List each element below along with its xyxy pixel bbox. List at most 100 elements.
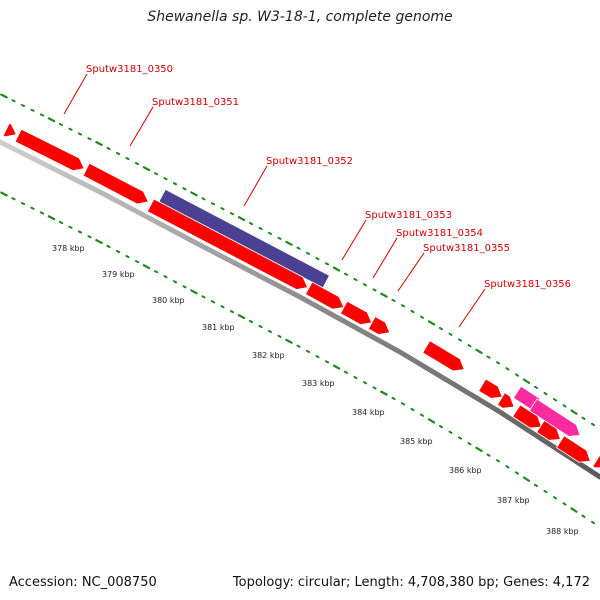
outer-tick	[134, 162, 140, 166]
inner-tick	[467, 442, 472, 446]
inner-tick	[125, 255, 130, 259]
inner-tick	[552, 496, 558, 500]
outer-tick	[457, 338, 463, 342]
genome-title: Shewanella sp. W3-18-1, complete genome	[147, 9, 453, 25]
outer-tick	[305, 251, 311, 255]
inner-tick	[305, 349, 311, 353]
inner-tick	[590, 520, 596, 525]
inner-tick	[495, 459, 501, 463]
outer-tick	[125, 157, 130, 161]
inner-tick	[190, 289, 198, 295]
outer-tick	[562, 404, 567, 408]
inner-tick	[11, 197, 16, 201]
inner-tick	[285, 338, 293, 344]
outer-tick-track	[0, 93, 596, 427]
inner-tick	[296, 344, 301, 348]
outer-tick	[324, 262, 330, 266]
inner-tick	[522, 476, 531, 482]
gene-feature	[82, 162, 149, 205]
gene-feature	[304, 281, 345, 310]
outer-tick	[182, 187, 187, 191]
outer-tick	[570, 409, 578, 415]
outer-tick	[372, 288, 377, 292]
inner-tick	[142, 264, 151, 270]
inner-tick	[410, 407, 415, 412]
outer-tick	[505, 367, 510, 371]
scale-tick-label: 385 kbp	[400, 437, 433, 446]
outer-tick	[267, 231, 273, 235]
outer-tick	[39, 113, 45, 117]
outer-tick	[248, 221, 254, 226]
scale-tick-label: 380 kbp	[152, 296, 185, 305]
inner-tick	[95, 239, 103, 244]
inner-tick	[39, 211, 45, 215]
inner-tick	[134, 260, 140, 264]
outer-tick	[277, 236, 282, 240]
gene-label: Sputw3181_0351	[152, 97, 239, 108]
outer-tick	[87, 137, 92, 141]
inner-tick	[258, 324, 263, 329]
scale-tick-label: 387 kbp	[497, 496, 530, 505]
scale-tick-label: 383 kbp	[302, 379, 335, 388]
inner-tick	[562, 502, 567, 506]
label-leader-line	[63, 73, 88, 115]
inner-tick	[30, 206, 35, 210]
inner-tick	[427, 418, 436, 424]
outer-tick	[590, 422, 596, 427]
scale-tick-label: 378 kbp	[52, 244, 85, 253]
outer-tick	[543, 391, 548, 396]
outer-tick	[522, 378, 531, 384]
label-leader-line	[397, 252, 425, 292]
inner-tick	[220, 305, 225, 309]
inner-tick	[343, 370, 349, 374]
outer-tick	[495, 361, 501, 365]
gene-feature	[422, 340, 465, 372]
inner-tick	[115, 249, 121, 254]
outer-tick	[237, 216, 246, 222]
outer-tick	[353, 277, 358, 282]
outer-tick	[68, 127, 73, 131]
outer-tick	[343, 272, 349, 276]
outer-tick	[419, 315, 425, 319]
gene-label: Sputw3181_0353	[365, 210, 452, 221]
label-leader-line	[372, 237, 398, 279]
inner-tick	[229, 310, 235, 314]
outer-tick	[106, 146, 111, 151]
outer-tick	[30, 108, 35, 112]
gene-feature	[146, 198, 309, 290]
gene-label: Sputw3181_0356	[484, 279, 571, 290]
inner-tick	[47, 215, 56, 221]
inner-tick	[68, 225, 73, 229]
outer-tick	[410, 309, 415, 314]
inner-tick	[438, 424, 444, 429]
inner-tick	[210, 300, 216, 304]
inner-tick	[400, 402, 406, 406]
inner-tick	[391, 396, 396, 401]
gene-feature	[367, 316, 391, 335]
inner-tick	[77, 230, 83, 234]
scale-labels: 378 kbp 379 kbp 380 kbp 381 kbp 382 kbp 383 k…	[52, 244, 579, 536]
scale-tick-label: 384 kbp	[352, 408, 385, 417]
inner-tick	[505, 465, 510, 469]
gene-label: Sputw3181_0350	[86, 64, 173, 75]
outer-tick	[142, 166, 151, 172]
genome-summary-text: Topology: circular; Length: 4,708,380 bp…	[232, 575, 590, 590]
inner-tick	[570, 507, 578, 513]
gene-label-layer: Sputw3181_0350 Sputw3181_0351 Sputw3181_03…	[63, 64, 571, 328]
outer-tick	[285, 240, 293, 246]
outer-tick	[201, 197, 206, 201]
outer-tick	[514, 373, 520, 377]
inner-tick	[0, 191, 8, 197]
outer-tick	[47, 117, 56, 123]
outer-tick	[552, 398, 558, 402]
outer-tick	[438, 326, 444, 331]
label-leader-line	[458, 288, 486, 328]
outer-tick	[296, 246, 301, 250]
outer-tick	[258, 226, 263, 231]
inner-tick	[372, 386, 377, 390]
outer-tick	[427, 320, 436, 326]
gene-feature	[478, 378, 503, 399]
inner-tick	[248, 319, 254, 324]
gene-feature	[592, 454, 600, 469]
outer-tick	[11, 99, 16, 103]
